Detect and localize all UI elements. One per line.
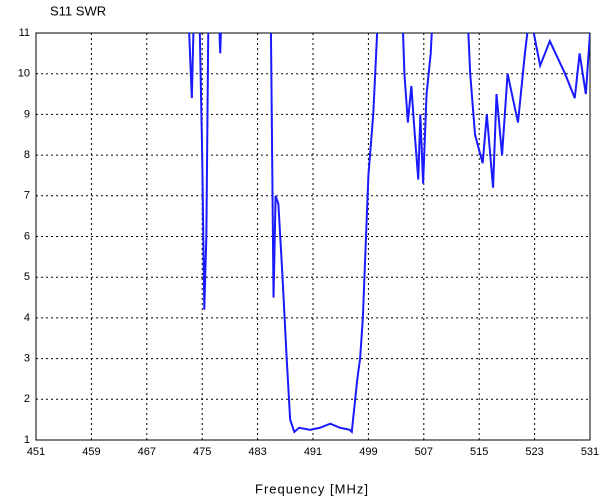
y-tick-label: 10 xyxy=(18,68,30,80)
plot-frame xyxy=(35,32,591,441)
x-axis-label: Frequency [MHz] xyxy=(255,481,369,496)
x-tick-label: 491 xyxy=(304,446,322,458)
y-tick-label: 2 xyxy=(24,393,30,405)
y-tick-label: 11 xyxy=(19,27,30,39)
y-tick-label: 4 xyxy=(24,312,30,324)
chart-title: S11 SWR xyxy=(50,3,106,18)
x-tick-label: 467 xyxy=(138,446,156,458)
x-tick-label: 515 xyxy=(470,446,488,458)
y-tick-label: 1 xyxy=(24,434,30,446)
x-tick-label: 531 xyxy=(581,446,599,458)
y-tick-label: 7 xyxy=(24,190,30,202)
y-tick-label: 6 xyxy=(24,230,30,242)
x-tick-label: 451 xyxy=(27,446,45,458)
x-tick-label: 475 xyxy=(193,446,211,458)
y-tick-label: 8 xyxy=(24,149,30,161)
y-tick-label: 9 xyxy=(24,108,30,120)
x-tick-label: 483 xyxy=(248,446,266,458)
x-tick-label: 523 xyxy=(525,446,543,458)
x-tick-label: 507 xyxy=(415,446,433,458)
x-tick-label: 459 xyxy=(82,446,100,458)
x-tick-label: 499 xyxy=(359,446,377,458)
y-tick-label: 5 xyxy=(24,271,30,283)
y-tick-label: 3 xyxy=(24,353,30,365)
series-line xyxy=(188,33,590,435)
